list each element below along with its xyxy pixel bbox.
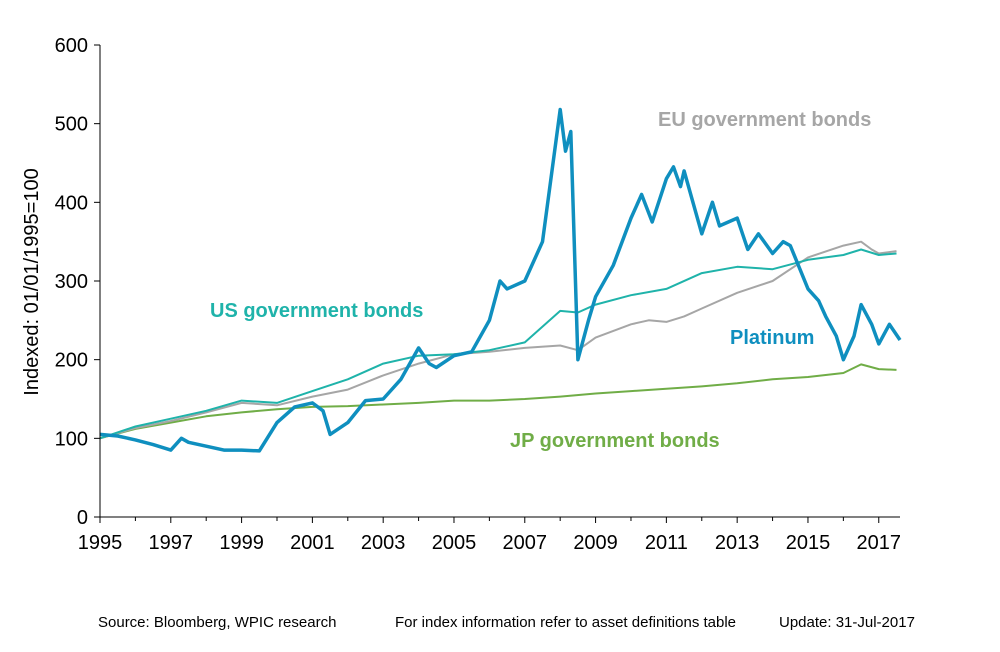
eu-series-label: EU government bonds: [658, 109, 871, 131]
x-tick-label: 1997: [149, 532, 194, 554]
footer-source: Source: Bloomberg, WPIC research: [98, 614, 337, 631]
x-tick-label: 1995: [78, 532, 123, 554]
tick-layer: 0 100 200 300 400 500 600 1995 1997 1999 2001 2003 2…: [55, 35, 901, 554]
series-line-us-government-bonds: [99, 248, 897, 440]
y-tick-label: 300: [55, 271, 88, 293]
x-tick-label: 2017: [857, 532, 902, 554]
series-layer: [99, 107, 902, 453]
platinum-series-label: Platinum: [730, 327, 814, 349]
series-line-jp-government-bonds: [99, 363, 897, 440]
y-tick-label: 500: [55, 114, 88, 136]
x-tick-label: 2013: [715, 532, 760, 554]
x-tick-label: 2005: [432, 532, 477, 554]
y-tick-label: 400: [55, 192, 88, 214]
x-tick-label: 2001: [290, 532, 335, 554]
x-tick-label: 2011: [645, 532, 688, 554]
y-tick-label: 200: [55, 350, 88, 372]
us-series-label: US government bonds: [210, 300, 423, 322]
y-axis-title: Indexed: 01/01/1995=100: [21, 168, 43, 395]
x-tick-label: 2009: [573, 532, 618, 554]
x-tick-label: 2003: [361, 532, 406, 554]
footer-update: Update: 31-Jul-2017: [779, 614, 915, 631]
y-tick-label: 100: [55, 428, 88, 450]
line-chart: 0 100 200 300 400 500 600 1995 1997 1999 2001 2003 2…: [21, 35, 902, 554]
series-line-platinum: [99, 107, 902, 453]
footer-note: For index information refer to asset def…: [395, 614, 737, 631]
x-tick-label: 2007: [503, 532, 548, 554]
y-tick-label: 0: [77, 507, 88, 529]
x-tick-label: 2015: [786, 532, 831, 554]
jp-series-label: JP government bonds: [510, 430, 720, 452]
x-tick-label: 1999: [219, 532, 264, 554]
y-tick-label: 600: [55, 35, 88, 57]
